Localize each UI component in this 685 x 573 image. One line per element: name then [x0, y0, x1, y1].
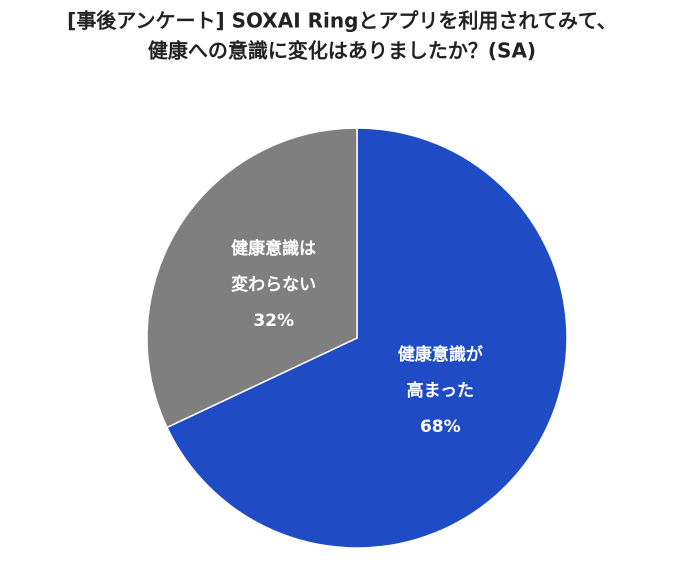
chart-title: 健康への意識に変化はありましたか？(SA): [148, 39, 536, 63]
slice-label: 健康意識が: [398, 344, 483, 365]
value-label: 32%: [253, 311, 294, 331]
slice-label: 高まった: [407, 380, 474, 401]
chart-title: [事後アンケート] SOXAI Ringとアプリを利用されてみて、: [67, 9, 617, 33]
pie-slice: [165, 127, 568, 549]
slice-label: 健康意識は: [231, 238, 316, 259]
pie-slice: [146, 127, 358, 429]
value-label: 68%: [420, 417, 461, 437]
slice-label: 変わらない: [231, 274, 316, 295]
